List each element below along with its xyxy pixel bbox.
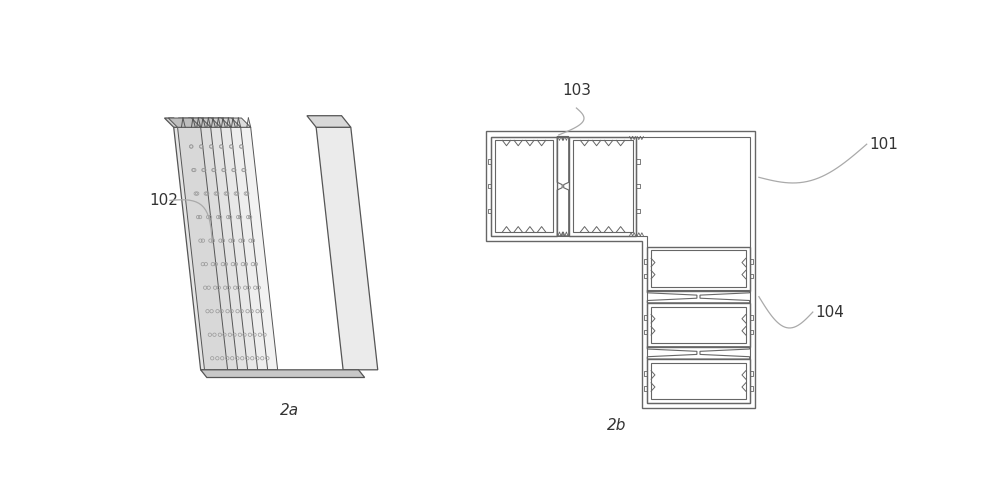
Polygon shape xyxy=(168,118,201,127)
Polygon shape xyxy=(188,127,238,370)
Polygon shape xyxy=(174,127,210,370)
Polygon shape xyxy=(178,127,228,370)
Polygon shape xyxy=(228,127,278,370)
Polygon shape xyxy=(307,116,351,127)
Bar xyxy=(495,141,553,232)
Polygon shape xyxy=(218,127,268,370)
Bar xyxy=(647,247,750,290)
Bar xyxy=(569,137,636,236)
Bar xyxy=(651,251,746,286)
Polygon shape xyxy=(164,118,183,127)
Polygon shape xyxy=(201,370,365,378)
Bar xyxy=(491,137,557,236)
Polygon shape xyxy=(316,127,378,370)
Text: 104: 104 xyxy=(815,305,844,320)
Bar xyxy=(647,303,750,347)
Text: 103: 103 xyxy=(562,83,591,98)
Polygon shape xyxy=(208,127,258,370)
Text: 2a: 2a xyxy=(280,403,299,418)
Bar xyxy=(651,363,746,399)
Text: 102: 102 xyxy=(149,193,178,208)
Polygon shape xyxy=(198,118,231,127)
Bar xyxy=(651,307,746,343)
Polygon shape xyxy=(208,118,241,127)
Bar xyxy=(573,141,633,232)
Text: 2b: 2b xyxy=(607,418,626,433)
Polygon shape xyxy=(178,118,211,127)
Polygon shape xyxy=(218,118,251,127)
Polygon shape xyxy=(198,127,248,370)
Polygon shape xyxy=(188,118,221,127)
Bar xyxy=(647,359,750,403)
Text: 101: 101 xyxy=(869,137,898,152)
